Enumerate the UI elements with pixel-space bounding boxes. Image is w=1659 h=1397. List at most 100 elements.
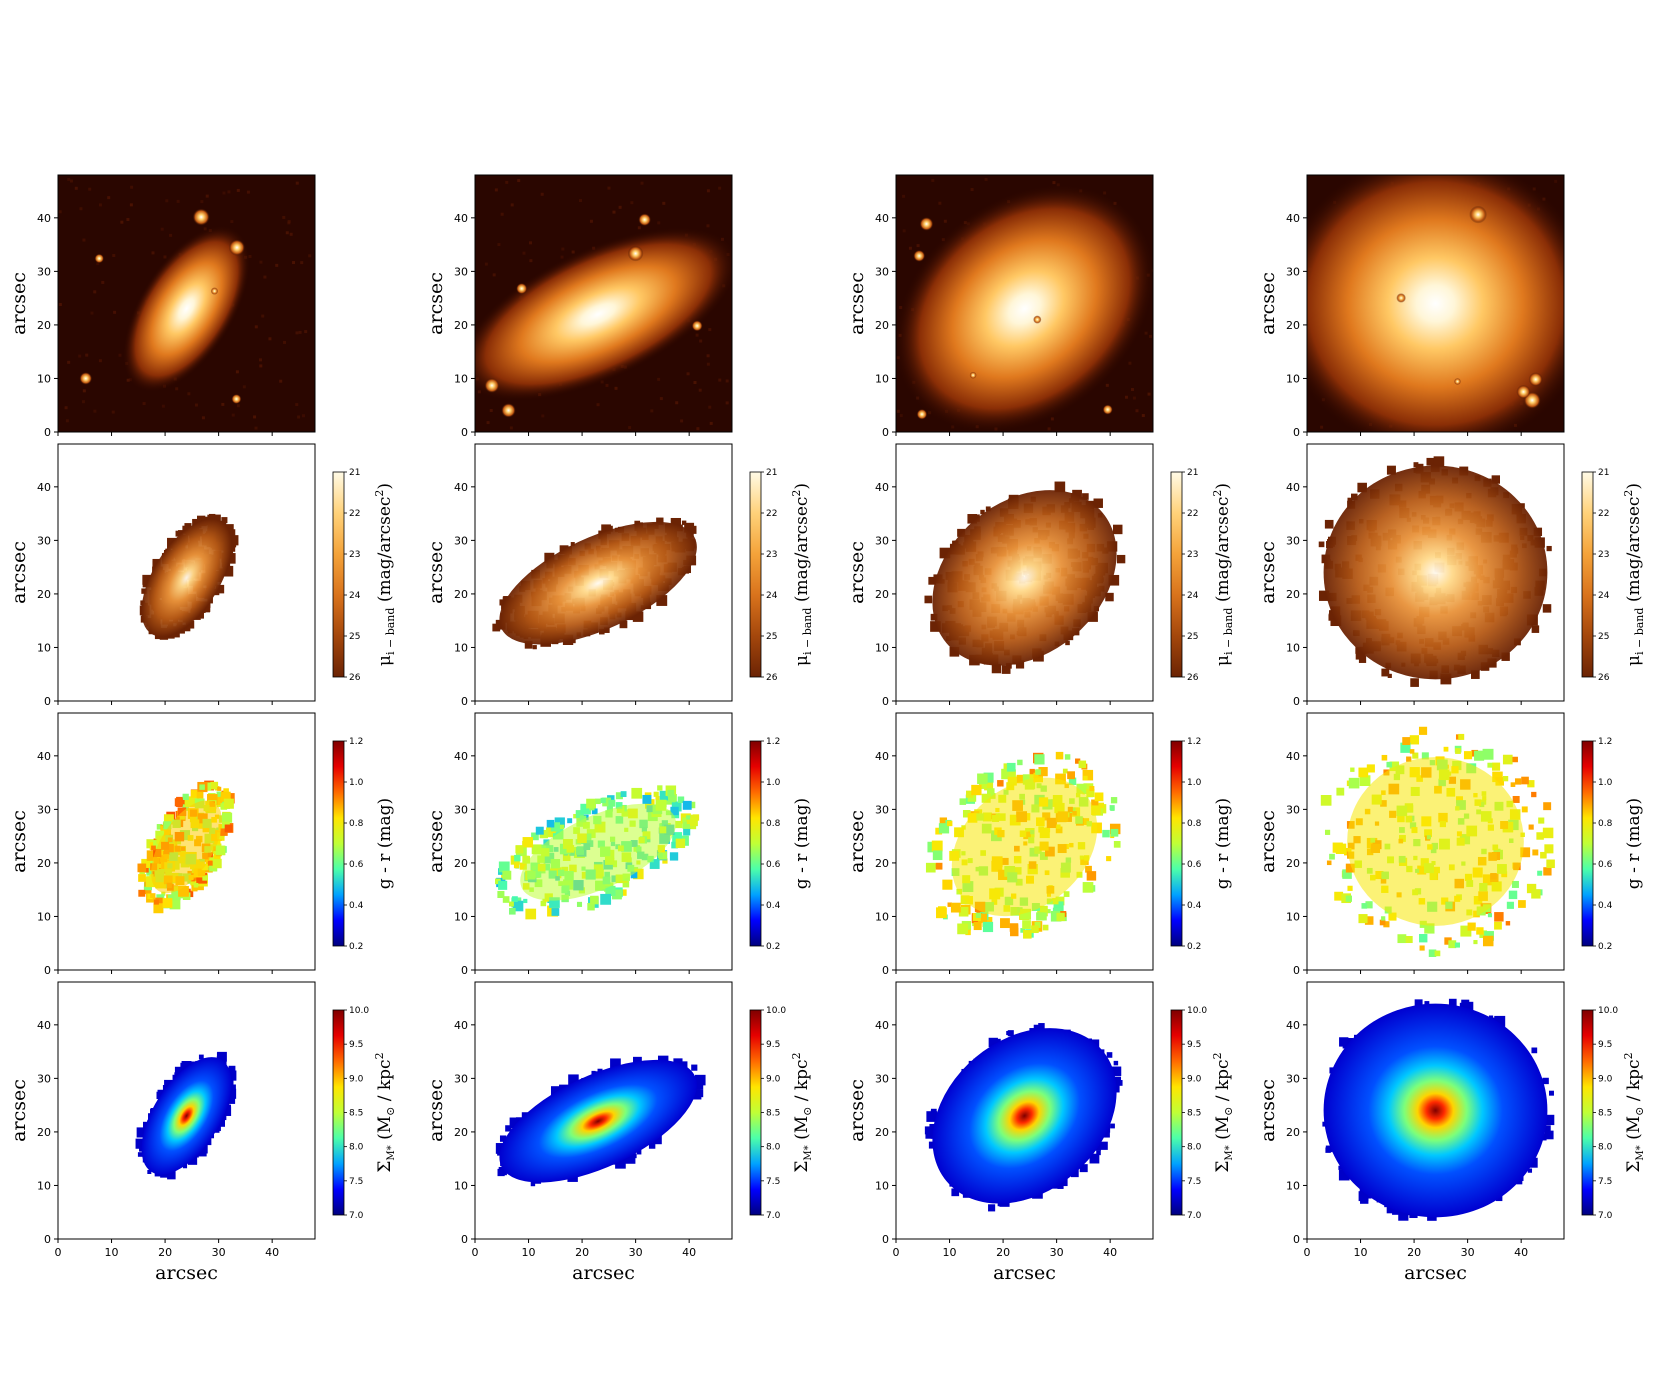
noise-pixel: [596, 403, 600, 407]
bin-patch: [226, 1088, 237, 1099]
bin-patch: [1334, 891, 1344, 901]
bin-patch: [570, 542, 575, 547]
bin-patch: [1106, 1052, 1113, 1058]
noise-pixel: [657, 221, 661, 225]
x-tick-label: 20: [158, 1246, 172, 1259]
colorbar-tick-label: 25: [1187, 632, 1198, 642]
bin-patch: [1386, 465, 1396, 475]
panel-r2-c2: 0 10 20 30 40 arcsec 0.2 0.4 0.6 0.8 1.0 1.2 g - r (…: [846, 712, 1233, 977]
bin-patch: [1020, 908, 1031, 920]
noise-pixel: [1320, 425, 1324, 429]
bin-patch: [531, 844, 542, 855]
y-tick-label: 10: [37, 372, 51, 385]
noise-pixel: [78, 354, 82, 358]
colorbar-tick-label: 23: [349, 550, 360, 560]
x-tick-label: 20: [996, 1246, 1010, 1259]
y-tick-label: 30: [454, 1072, 468, 1085]
y-tick-label: 10: [1286, 1179, 1300, 1192]
bin-patch: [649, 859, 660, 869]
bin-patch: [1332, 842, 1343, 853]
noise-pixel: [176, 199, 180, 203]
bin-patch: [216, 791, 223, 798]
bin-patch: [942, 879, 953, 890]
noise-pixel: [254, 426, 258, 430]
y-axis-label: arcsec: [846, 272, 868, 335]
bin-patch: [610, 1058, 621, 1070]
colorbar-tick-label: 7.5: [1187, 1177, 1201, 1187]
panel-content: [924, 1023, 1123, 1212]
bin-patch: [1324, 519, 1334, 529]
panel-content: [492, 517, 697, 650]
noise-pixel: [1144, 331, 1148, 335]
bin-patch: [502, 896, 510, 903]
bin-patch: [630, 871, 638, 879]
colorbar-tick-label: 25: [766, 632, 777, 642]
noise-pixel: [1147, 392, 1151, 396]
bin-patch: [682, 821, 691, 829]
bin-patch: [987, 788, 995, 796]
noise-pixel: [295, 403, 299, 407]
colorbar-tick-label: 10.0: [349, 1006, 369, 1016]
bin-patch: [1494, 912, 1504, 922]
bin-patch: [615, 1158, 626, 1169]
bin-patch: [532, 645, 537, 650]
y-tick-label: 30: [37, 265, 51, 278]
bin-patch: [498, 861, 510, 873]
bin-patch: [672, 832, 683, 843]
colorbar-tick-label: 8.5: [349, 1109, 363, 1119]
bin-patch: [1505, 921, 1511, 926]
bin-patch: [622, 880, 630, 888]
bin-patch: [1426, 457, 1435, 466]
bin-patch: [190, 790, 199, 798]
colorbar-tick-label: 0.2: [349, 942, 363, 952]
bin-patch: [544, 552, 555, 563]
bin-patch: [682, 817, 687, 822]
bin-patch: [575, 810, 584, 819]
bin-patch: [1492, 475, 1497, 481]
bin-patch: [1508, 890, 1518, 900]
panel-content: [139, 513, 239, 640]
bin-patch: [620, 889, 627, 896]
panel-r1-c3: 0 10 20 30 40 arcsec 21 22 23 24 25 26 μi − band (ma…: [1257, 443, 1646, 708]
bin-patch: [1055, 773, 1066, 785]
background-source: [913, 249, 926, 262]
bin-patch: [1424, 923, 1435, 934]
y-tick-label: 10: [37, 910, 51, 923]
sb-profile: [499, 521, 697, 645]
panel-r0-c2: 0 10 20 30 40 arcsec: [846, 174, 1154, 439]
y-axis-label: arcsec: [1257, 541, 1279, 604]
bin-patch: [928, 1141, 936, 1149]
noise-pixel: [236, 188, 240, 192]
bin-patch: [1383, 921, 1390, 928]
noise-pixel: [1052, 181, 1056, 185]
y-tick-label: 40: [1286, 212, 1300, 225]
bin-patch: [1413, 462, 1419, 468]
galaxy-light: [1307, 175, 1564, 432]
noise-pixel: [529, 241, 533, 245]
bin-patch: [217, 786, 222, 791]
bin-patch: [632, 611, 644, 622]
y-tick-label: 20: [875, 588, 889, 601]
bin-patch: [1078, 760, 1087, 769]
bin-patch: [1116, 1080, 1123, 1086]
noise-pixel: [708, 405, 712, 409]
noise-pixel: [695, 333, 699, 337]
noise-pixel: [258, 358, 262, 362]
noise-pixel: [165, 199, 169, 203]
noise-pixel: [254, 325, 258, 329]
y-axis-label: arcsec: [8, 541, 30, 604]
colorbar-tick-label: 0.8: [349, 819, 364, 829]
noise-pixel: [938, 201, 942, 205]
panel-r2-c0: 0 10 20 30 40 arcsec 0.2 0.4 0.6 0.8 1.0 1.2 g - r (…: [8, 712, 395, 977]
noise-pixel: [1135, 409, 1139, 413]
bin-patch: [519, 862, 527, 870]
bin-patch: [1428, 949, 1437, 957]
bin-patch: [930, 613, 938, 621]
bin-patch: [1482, 748, 1494, 760]
bin-patch: [590, 895, 599, 905]
bin-patch: [221, 1106, 232, 1116]
bin-patch: [1389, 761, 1400, 772]
bin-patch: [1050, 910, 1062, 922]
noise-pixel: [203, 227, 207, 231]
bin-patch: [600, 797, 606, 804]
